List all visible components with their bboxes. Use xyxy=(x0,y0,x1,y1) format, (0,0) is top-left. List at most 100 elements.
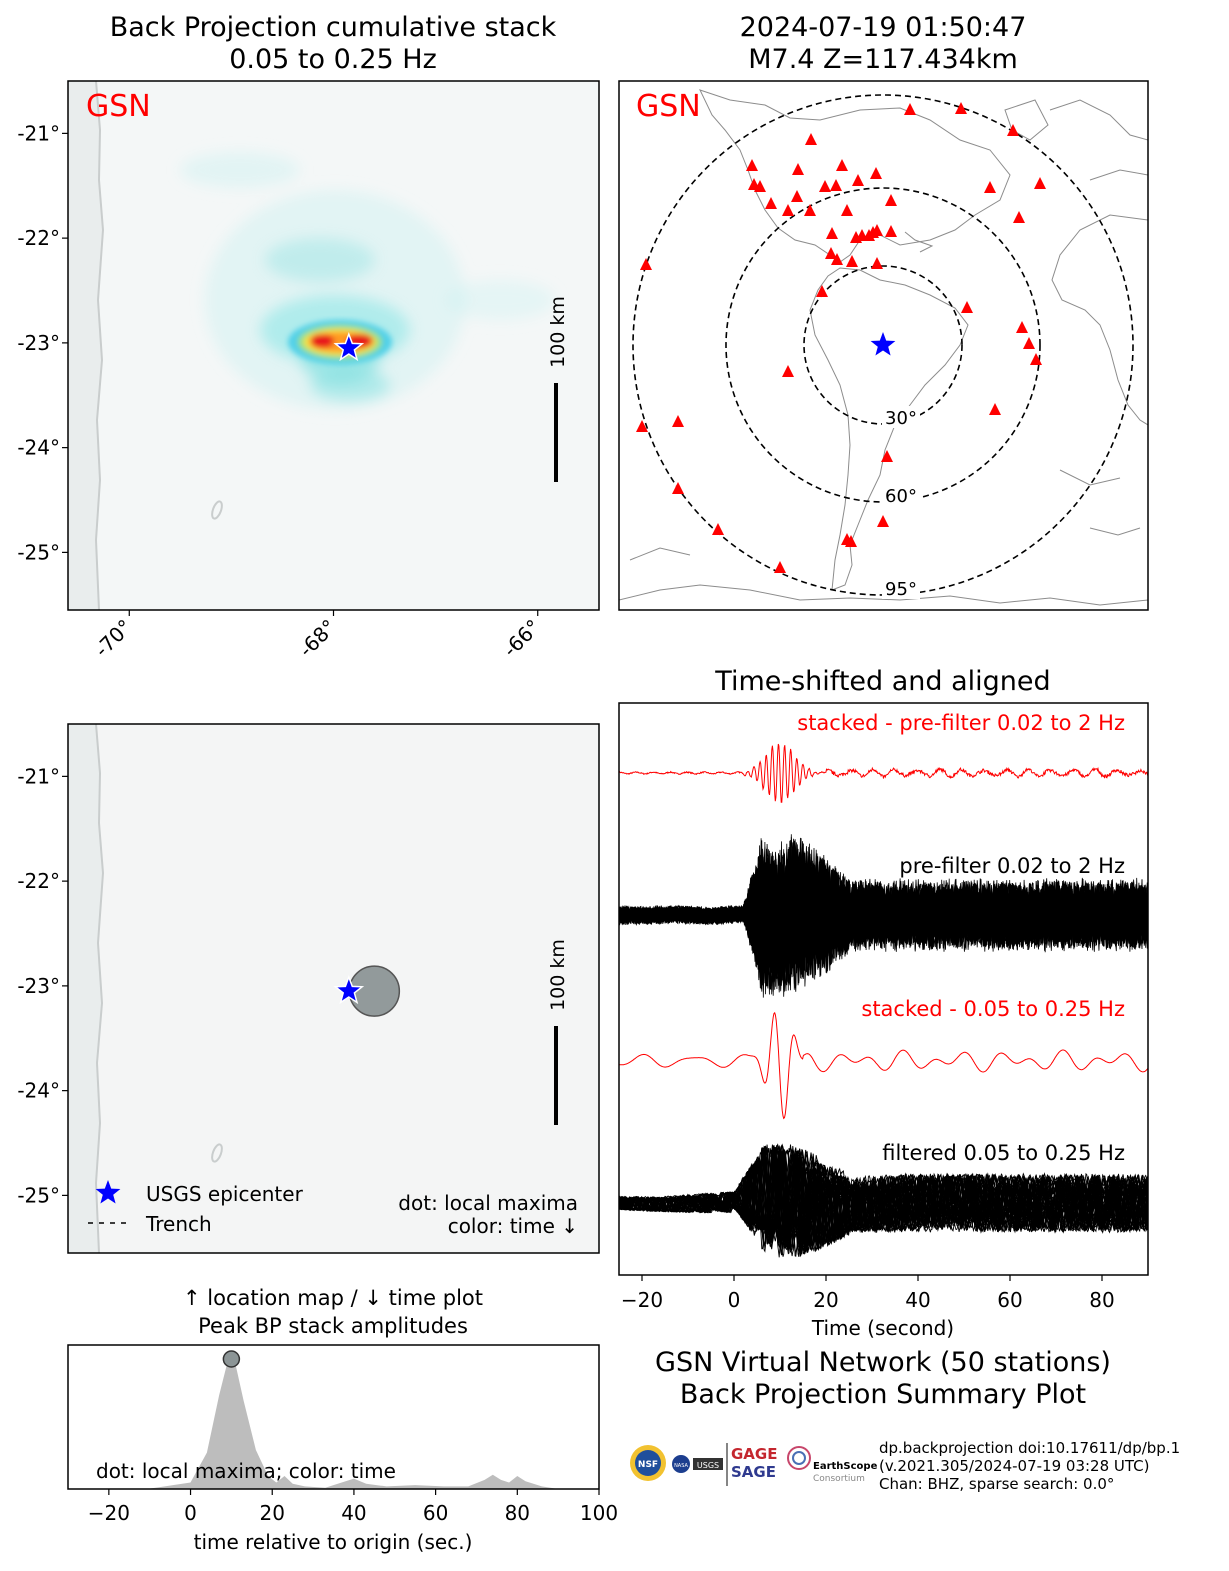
trace-filtered xyxy=(619,1147,1148,1253)
gage-logo-text: GAGE xyxy=(731,1445,777,1463)
red-triangle-station-icon xyxy=(1030,353,1042,365)
red-triangle-station-icon xyxy=(792,163,804,175)
bp-stack-title-line1: Back Projection cumulative stack xyxy=(110,12,557,43)
red-triangle-station-icon xyxy=(1013,211,1025,223)
legend-star-icon xyxy=(95,1180,121,1204)
red-triangle-station-icon xyxy=(791,190,803,202)
peak-amp-background xyxy=(68,1345,599,1489)
bp-stack-scale-label: 100 km xyxy=(547,296,569,368)
red-triangle-station-icon xyxy=(816,285,828,297)
ring-label-60: 60° xyxy=(885,486,917,507)
bp-stack-lat-axis: -21° -22° -23° -24° -25° xyxy=(17,121,68,564)
summary-title-line2: Back Projection Summary Plot xyxy=(680,1379,1086,1410)
svg-text:USGS: USGS xyxy=(697,1461,719,1470)
red-triangle-station-icon xyxy=(640,258,652,270)
lat-tick-label: -25° xyxy=(17,1183,60,1207)
traces-panel: Time-shifted and aligned stacked - pre-f… xyxy=(618,666,1149,1340)
red-triangle-station-icon xyxy=(672,482,684,494)
red-triangle-station-icon xyxy=(885,225,897,237)
red-triangle-station-icon xyxy=(765,197,777,209)
red-triangle-station-icon xyxy=(877,515,889,527)
trace-label-pre: pre-filter 0.02 to 2 Hz xyxy=(899,854,1125,878)
peak-amp-title-line1: ↑ location map / ↓ time plot xyxy=(183,1286,483,1310)
summary-block: GSN Virtual Network (50 stations) Back P… xyxy=(630,1347,1180,1493)
local-maxima-note-line1: dot: local maxima xyxy=(398,1191,578,1215)
bp-stack-title-line2: 0.05 to 0.25 Hz xyxy=(229,44,437,75)
red-triangle-station-icon xyxy=(830,179,842,191)
lat-tick-label: -21° xyxy=(17,764,60,788)
legend-epicenter-label: USGS epicenter xyxy=(146,1182,304,1206)
red-triangle-station-icon xyxy=(1023,337,1035,349)
ring-60 xyxy=(725,187,1041,503)
summary-title-line1: GSN Virtual Network (50 stations) xyxy=(655,1347,1111,1378)
red-triangle-station-icon xyxy=(712,523,724,535)
red-triangle-station-icon xyxy=(819,180,831,192)
trace-filtered xyxy=(619,1151,1148,1257)
red-triangle-station-icon xyxy=(836,159,848,171)
red-triangle-station-icon xyxy=(1007,124,1019,136)
peak-amp-x-tick-label: 100 xyxy=(580,1501,618,1525)
peak-amp-x-axis: −20 0 20 40 60 80 100 xyxy=(88,1489,618,1525)
traces-x-tick-label: 20 xyxy=(813,1288,838,1312)
trace-label-stacked-pre: stacked - pre-filter 0.02 to 2 Hz xyxy=(797,711,1125,735)
trace-filtered xyxy=(619,1148,1148,1255)
traces-x-tick-label: −20 xyxy=(621,1288,663,1312)
coastline xyxy=(94,81,105,610)
red-triangle-station-icon xyxy=(989,403,1001,415)
station-map-panel: 2024-07-19 01:50:47 M7.4 Z=117.434km xyxy=(618,12,1149,611)
traces-x-tick-label: 40 xyxy=(905,1288,930,1312)
red-triangle-station-icon xyxy=(804,204,816,216)
bp-stack-peak xyxy=(288,320,392,364)
traces-frame xyxy=(618,702,1149,1276)
legend-trench-label: Trench xyxy=(145,1212,212,1236)
red-triangle-station-icon xyxy=(871,224,883,236)
peak-amp-x-tick-label: 0 xyxy=(184,1501,197,1525)
svg-text:NSF: NSF xyxy=(638,1460,658,1470)
lon-tick-label: -66° xyxy=(498,615,545,662)
local-maxima-note-line2: color: time ↓ xyxy=(448,1214,578,1238)
red-triangle-station-icon xyxy=(852,174,864,186)
traces-x-tick-label: 60 xyxy=(997,1288,1022,1312)
lat-tick-label: -22° xyxy=(17,226,60,250)
trace-filtered xyxy=(619,1145,1148,1252)
red-triangle-station-icon xyxy=(841,204,853,216)
red-triangle-station-icon xyxy=(782,365,794,377)
traces-x-tick-label: 0 xyxy=(728,1288,741,1312)
bp-stack-panel: Back Projection cumulative stack 0.05 to… xyxy=(17,12,600,662)
lat-tick-label: -21° xyxy=(17,121,60,145)
peak-amp-x-tick-label: 60 xyxy=(423,1501,448,1525)
traces-xlabel: Time (second) xyxy=(811,1316,954,1340)
ring-labels: 30° 60° 95° xyxy=(882,406,920,600)
red-triangle-station-icon xyxy=(904,103,916,115)
trace-filtered xyxy=(619,1145,1148,1251)
lat-tick-label: -23° xyxy=(17,974,60,998)
earthscope-logo-text: EarthScope xyxy=(813,1461,878,1472)
land-area-2 xyxy=(68,724,103,1253)
red-triangle-station-icon xyxy=(961,301,973,313)
local-maxima-frame xyxy=(67,723,600,1254)
peak-amp-x-tick-label: −20 xyxy=(88,1501,130,1525)
lon-tick-label: -68° xyxy=(294,615,341,662)
red-triangle-station-icon xyxy=(1034,177,1046,189)
red-triangle-station-icon xyxy=(871,257,883,269)
red-triangle-station-icon xyxy=(863,229,875,241)
station-markers xyxy=(636,102,1046,573)
trace-stacked-pre xyxy=(619,743,1148,803)
trace-lines xyxy=(619,743,1148,1258)
summary-meta-line1: dp.backprojection doi:10.17611/dp/bp.1 xyxy=(879,1439,1180,1457)
peak-amp-xlabel: time relative to origin (sec.) xyxy=(194,1530,473,1554)
red-triangle-station-icon xyxy=(805,133,817,145)
station-map-frame xyxy=(618,80,1149,611)
red-triangle-station-icon xyxy=(826,227,838,239)
lat-tick-label: -22° xyxy=(17,869,60,893)
peak-amp-maximum-dot xyxy=(222,1350,241,1368)
peak-amp-dots xyxy=(222,1350,241,1368)
peak-amp-x-tick-label: 20 xyxy=(260,1501,285,1525)
summary-meta-line3: Chan: BHZ, sparse search: 0.0° xyxy=(879,1475,1114,1493)
trace-pre-filter xyxy=(619,842,1148,984)
local-maxima-lat-axis: -21° -22° -23° -24° -25° xyxy=(17,764,68,1207)
logo-strip: NSF NASA USGS GAGE SAGE EarthScope Conso… xyxy=(630,1443,878,1486)
station-map-epicenter-star-icon xyxy=(870,332,896,356)
bp-stack-network-label: GSN xyxy=(86,89,151,124)
epicenter-star-icon xyxy=(333,331,365,362)
